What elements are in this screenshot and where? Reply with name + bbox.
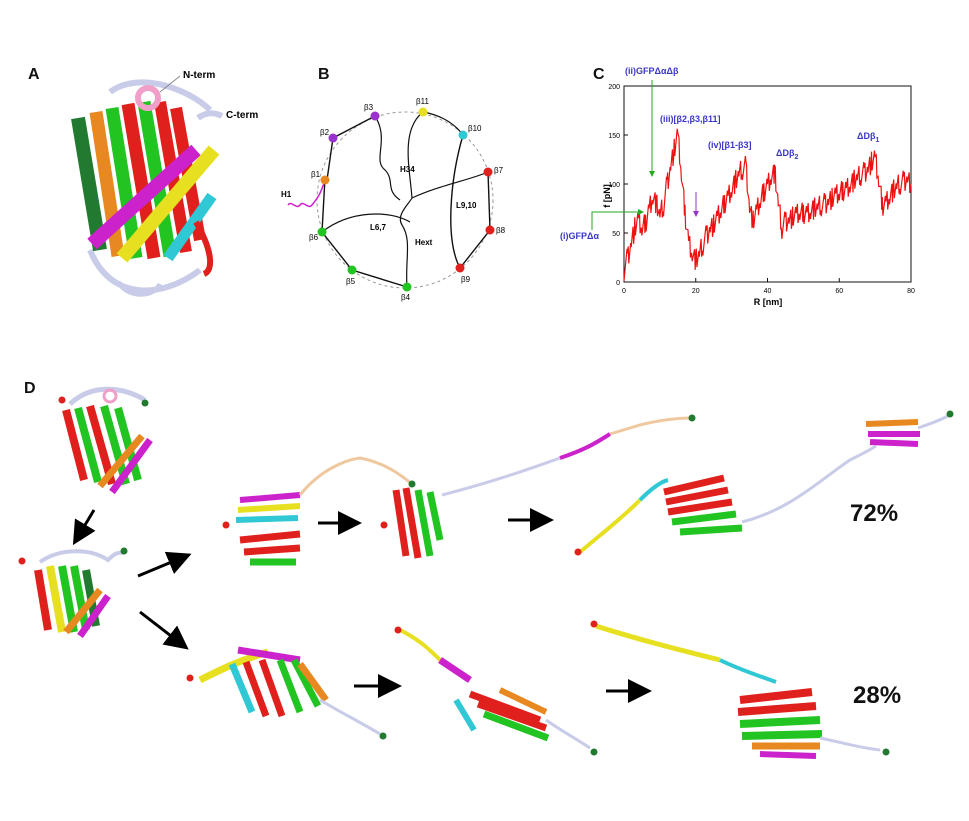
x-axis-label: R [nm]: [754, 297, 783, 307]
h1-helix: [287, 179, 326, 208]
panel-letter-c: C: [593, 66, 605, 83]
label-b4: β4: [401, 293, 411, 302]
label-h34: H34: [400, 165, 415, 174]
strand-path-b9-b10: [450, 134, 464, 269]
l910-loop: [411, 171, 489, 199]
top-pathway-step-1: [222, 456, 416, 566]
panel-letter-d: D: [24, 380, 36, 397]
arrow-to-top-pathway: [137, 551, 192, 578]
x-tick-label: 60: [835, 288, 843, 295]
label-b7: β7: [494, 166, 504, 175]
x-tick-label: 80: [907, 288, 915, 295]
x-tick-label: 40: [764, 288, 772, 295]
bottom-pathway-step-2: [394, 626, 598, 756]
label-b9: β9: [461, 275, 471, 284]
native-structure: [58, 386, 153, 495]
c-term-label: C-term: [226, 110, 258, 121]
label-l910: L9,10: [456, 201, 477, 210]
node-b10: [458, 130, 468, 140]
node-b8: [485, 225, 495, 235]
hext-loop: [399, 197, 413, 288]
annotation-i-leader: [591, 211, 624, 230]
label-b1: β1: [311, 170, 321, 179]
topology-diagram: [287, 107, 495, 292]
node-b7: [483, 167, 493, 177]
label-b3: β3: [364, 103, 374, 112]
panel-letter-a: A: [28, 66, 40, 83]
annotation-ii: (ii)GFPΔαΔβ: [625, 66, 679, 76]
bottom-pathway-step-1: [186, 646, 387, 740]
y-tick-label: 0: [616, 280, 620, 287]
l67-loop: [321, 213, 411, 233]
node-b3: [370, 111, 380, 121]
gfp-barrel-structure: [71, 75, 224, 297]
node-b6: [317, 227, 327, 237]
top-pathway-step-2: [380, 414, 696, 559]
force-extension-chart: 0 20 40 60 80 0 50 100 150 200 f [pN] R [nm] (i)G…: [560, 66, 915, 307]
annotation-delta-d-b1: ΔDβ1: [857, 131, 879, 144]
label-b8: β8: [496, 226, 506, 235]
label-b6: β6: [309, 233, 319, 242]
h34-loop: [374, 115, 401, 201]
barrel-outline: [316, 111, 494, 289]
y-tick-label: 50: [612, 231, 620, 238]
annotation-iii: (iii)[β2,β3,β11]: [660, 114, 721, 124]
arrow-native-to-intermediate: [72, 509, 96, 546]
node-b9: [455, 263, 465, 273]
node-b2: [328, 133, 338, 143]
arrow-to-bottom-pathway: [139, 610, 189, 650]
unfolding-pathways: [18, 386, 954, 759]
x-tick-label: 20: [692, 288, 700, 295]
intermediate-structure: [18, 547, 128, 639]
strand-path-right: [459, 171, 491, 269]
annotation-i: (i)GFPΔα: [560, 231, 599, 241]
n-term-label: N-term: [183, 70, 215, 81]
strand-path-left: [321, 177, 408, 288]
bottom-pathway-step-3: [590, 620, 890, 759]
annotation-delta-d-b2: ΔDβ2: [776, 148, 798, 161]
b11-link: [407, 111, 424, 199]
label-h1: H1: [281, 190, 292, 199]
label-b2: β2: [320, 128, 330, 137]
y-tick-label: 150: [608, 133, 620, 140]
force-curve-series: [623, 128, 912, 282]
label-b5: β5: [346, 277, 356, 286]
y-tick-label: 200: [608, 84, 620, 91]
pathway-bottom-percentage: 28%: [853, 682, 902, 709]
y-axis-label: f [pN]: [602, 184, 612, 208]
top-pathway-step-3: [574, 410, 954, 556]
x-tick-label: 0: [622, 288, 626, 295]
label-b10: β10: [468, 124, 482, 133]
y-tick-label: 100: [608, 182, 620, 189]
node-b11: [418, 107, 428, 117]
node-b1: [320, 175, 330, 185]
panel-letter-b: B: [318, 66, 330, 83]
node-b4: [402, 282, 412, 292]
pathway-top-percentage: 72%: [850, 500, 899, 527]
annotation-iv: (iv)[β1-β3]: [708, 140, 752, 150]
label-l67: L6,7: [370, 223, 387, 232]
label-hext: Hext: [415, 238, 433, 247]
node-b5: [347, 265, 357, 275]
label-b11: β11: [416, 97, 429, 106]
